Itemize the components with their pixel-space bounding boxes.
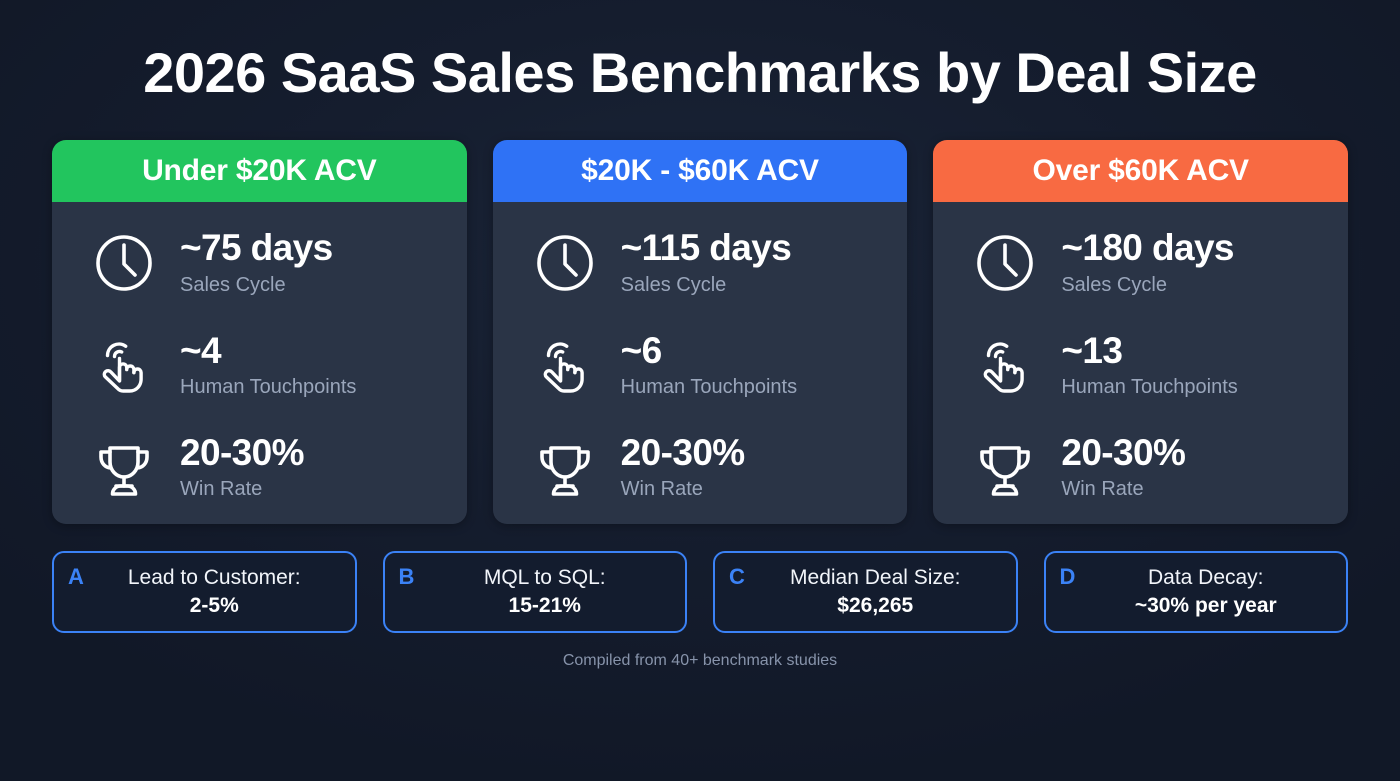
- metric-row-touchpoints: ~4 Human Touchpoints: [90, 329, 467, 400]
- metric-row-sales-cycle: ~115 days Sales Cycle: [531, 228, 908, 297]
- pill-badge: D: [1059, 564, 1076, 590]
- metric-label: Win Rate: [620, 478, 703, 501]
- card-header-over-60k: Over $60K ACV: [933, 140, 1349, 203]
- pill-label: Median Deal Size:: [790, 565, 961, 589]
- deal-size-card-over-60k: Over $60K ACV ~180 days Sales Cycle: [933, 140, 1349, 525]
- metric-label: Human Touchpoints: [620, 375, 798, 398]
- pill-badge: B: [398, 564, 415, 590]
- clock-icon: [90, 229, 158, 297]
- pill-value: $26,265: [837, 594, 914, 618]
- trophy-icon: [531, 434, 599, 502]
- card-header-under-20k: Under $20K ACV: [52, 140, 467, 203]
- tap-hand-icon: [531, 331, 599, 399]
- pill-label: MQL to SQL:: [483, 565, 606, 589]
- deal-size-card-20k-60k: $20K - $60K ACV ~115 days Sales Cycle: [492, 140, 908, 525]
- metric-row-win-rate: 20-30% Win Rate: [90, 433, 467, 502]
- metric-label: Sales Cycle: [180, 273, 286, 296]
- pill-mql-to-sql: B MQL to SQL: 15-21%: [382, 551, 687, 634]
- deal-size-cards: Under $20K ACV ~75 days Sales Cycle: [52, 140, 1349, 525]
- metric-label: Win Rate: [180, 478, 263, 501]
- metric-label: Sales Cycle: [620, 273, 727, 296]
- benchmark-pill-row: A Lead to Customer: 2-5% B MQL to SQL: 1…: [52, 551, 1348, 634]
- card-body-under-20k: ~75 days Sales Cycle: [52, 202, 467, 525]
- page-title: 2026 SaaS Sales Benchmarks by Deal Size: [143, 41, 1257, 104]
- pill-label: Data Decay:: [1147, 565, 1264, 589]
- metric-value: 20-30%: [1061, 431, 1186, 473]
- pill-lead-to-customer: A Lead to Customer: 2-5%: [52, 551, 357, 634]
- metric-value: 20-30%: [620, 431, 746, 473]
- metric-label: Win Rate: [1061, 478, 1144, 501]
- metric-row-touchpoints: ~6 Human Touchpoints: [531, 329, 908, 400]
- metric-value: ~75 days: [180, 227, 333, 269]
- deal-size-card-under-20k: Under $20K ACV ~75 days Sales Cycle: [52, 140, 467, 525]
- pill-badge: C: [729, 564, 745, 590]
- metric-value: ~13: [1061, 329, 1123, 371]
- metric-value: ~6: [620, 329, 663, 371]
- metric-value: ~115 days: [620, 227, 792, 269]
- pill-value: 15-21%: [508, 594, 581, 618]
- card-body-20k-60k: ~115 days Sales Cycle: [492, 202, 908, 525]
- pill-label: Lead to Customer:: [127, 565, 301, 589]
- metric-row-sales-cycle: ~75 days Sales Cycle: [90, 228, 467, 297]
- footer-note: Compiled from 40+ benchmark studies: [562, 652, 838, 670]
- tap-hand-icon: [90, 331, 158, 399]
- tap-hand-icon: [971, 331, 1039, 399]
- pill-value: ~30% per year: [1134, 594, 1277, 618]
- metric-value: ~4: [180, 329, 222, 371]
- metric-row-win-rate: 20-30% Win Rate: [531, 433, 908, 502]
- metric-row-sales-cycle: ~180 days Sales Cycle: [971, 228, 1348, 297]
- metric-row-touchpoints: ~13 Human Touchpoints: [971, 329, 1348, 400]
- trophy-icon: [90, 434, 158, 502]
- pill-median-deal-size: C Median Deal Size: $26,265: [713, 551, 1018, 634]
- card-body-over-60k: ~180 days Sales Cycle: [933, 202, 1349, 525]
- trophy-icon: [971, 434, 1039, 502]
- pill-badge: A: [68, 564, 84, 590]
- metric-label: Sales Cycle: [1061, 273, 1167, 296]
- metric-label: Human Touchpoints: [1061, 375, 1238, 398]
- card-header-20k-60k: $20K - $60K ACV: [492, 140, 908, 203]
- clock-icon: [971, 229, 1039, 297]
- pill-data-decay: D Data Decay: ~30% per year: [1043, 551, 1348, 634]
- metric-row-win-rate: 20-30% Win Rate: [971, 433, 1348, 502]
- metric-value: ~180 days: [1061, 227, 1234, 269]
- pill-value: 2-5%: [189, 594, 239, 618]
- metric-label: Human Touchpoints: [180, 375, 357, 398]
- clock-icon: [531, 229, 599, 297]
- metric-value: 20-30%: [180, 431, 305, 473]
